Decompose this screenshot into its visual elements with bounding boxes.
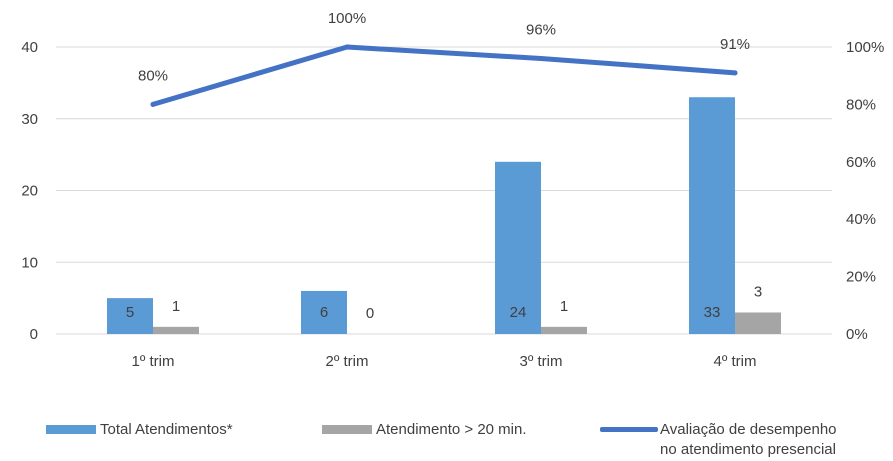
y-right-tick-label: 80% bbox=[846, 96, 876, 113]
line-label: 100% bbox=[328, 10, 366, 27]
y-right-tick-label: 40% bbox=[846, 211, 876, 228]
bar-over20-label: 1 bbox=[560, 298, 568, 315]
line-point bbox=[150, 101, 156, 107]
legend-item-line: Avaliação de desempenho no atendimento p… bbox=[600, 420, 837, 460]
bar-total bbox=[689, 97, 735, 334]
legend-label-line-2: no atendimento presencial bbox=[660, 441, 836, 458]
line-point bbox=[538, 55, 544, 61]
y-right-tick-label: 20% bbox=[846, 269, 876, 286]
bar-over20-label: 3 bbox=[754, 283, 762, 300]
y-left-tick-label: 20 bbox=[21, 183, 38, 200]
y-right-tick-label: 60% bbox=[846, 154, 876, 171]
legend-label-total: Total Atendimentos* bbox=[100, 421, 233, 438]
legend-item-over20: Atendimento > 20 min. bbox=[322, 420, 527, 440]
line-point bbox=[344, 44, 350, 50]
y-left-tick-label: 30 bbox=[21, 111, 38, 128]
legend-swatch-total bbox=[46, 425, 96, 434]
y-right-tick-label: 100% bbox=[846, 39, 884, 56]
line-series bbox=[150, 44, 738, 107]
bar-over20-label: 1 bbox=[172, 298, 180, 315]
bar-total-label: 6 bbox=[320, 304, 328, 321]
bar-total-label: 33 bbox=[704, 304, 721, 321]
bar-total-label: 24 bbox=[510, 304, 527, 321]
line-label: 80% bbox=[138, 67, 168, 84]
legend-swatch-line bbox=[600, 427, 658, 432]
bar-total bbox=[107, 298, 153, 334]
bar-over20 bbox=[153, 326, 199, 334]
legend: Total Atendimentos* Atendimento > 20 min… bbox=[0, 420, 893, 461]
y-right-tick-label: 0% bbox=[846, 326, 868, 343]
x-tick-label: 4º trim bbox=[714, 353, 757, 370]
bar-total bbox=[495, 161, 541, 334]
legend-label-line-1: Avaliação de desempenho bbox=[660, 421, 837, 438]
legend-item-total: Total Atendimentos* bbox=[46, 420, 233, 440]
line-label: 91% bbox=[720, 36, 750, 53]
line-label: 96% bbox=[526, 21, 556, 38]
x-tick-label: 3º trim bbox=[520, 353, 563, 370]
y-left-tick-label: 40 bbox=[21, 39, 38, 56]
bar-total-label: 5 bbox=[126, 304, 134, 321]
legend-label-over20: Atendimento > 20 min. bbox=[376, 421, 527, 438]
y-left-tick-label: 0 bbox=[30, 326, 38, 343]
legend-swatch-over20 bbox=[322, 425, 372, 434]
legend-label-line: Avaliação de desempenho no atendimento p… bbox=[660, 420, 837, 460]
bar-over20-label: 0 bbox=[366, 305, 374, 322]
x-tick-label: 1º trim bbox=[132, 353, 175, 370]
line-point bbox=[732, 70, 738, 76]
bar-over20 bbox=[541, 326, 587, 334]
bar-total bbox=[301, 290, 347, 334]
x-tick-label: 2º trim bbox=[326, 353, 369, 370]
bar-over20 bbox=[735, 312, 781, 334]
y-left-tick-label: 10 bbox=[21, 254, 38, 271]
